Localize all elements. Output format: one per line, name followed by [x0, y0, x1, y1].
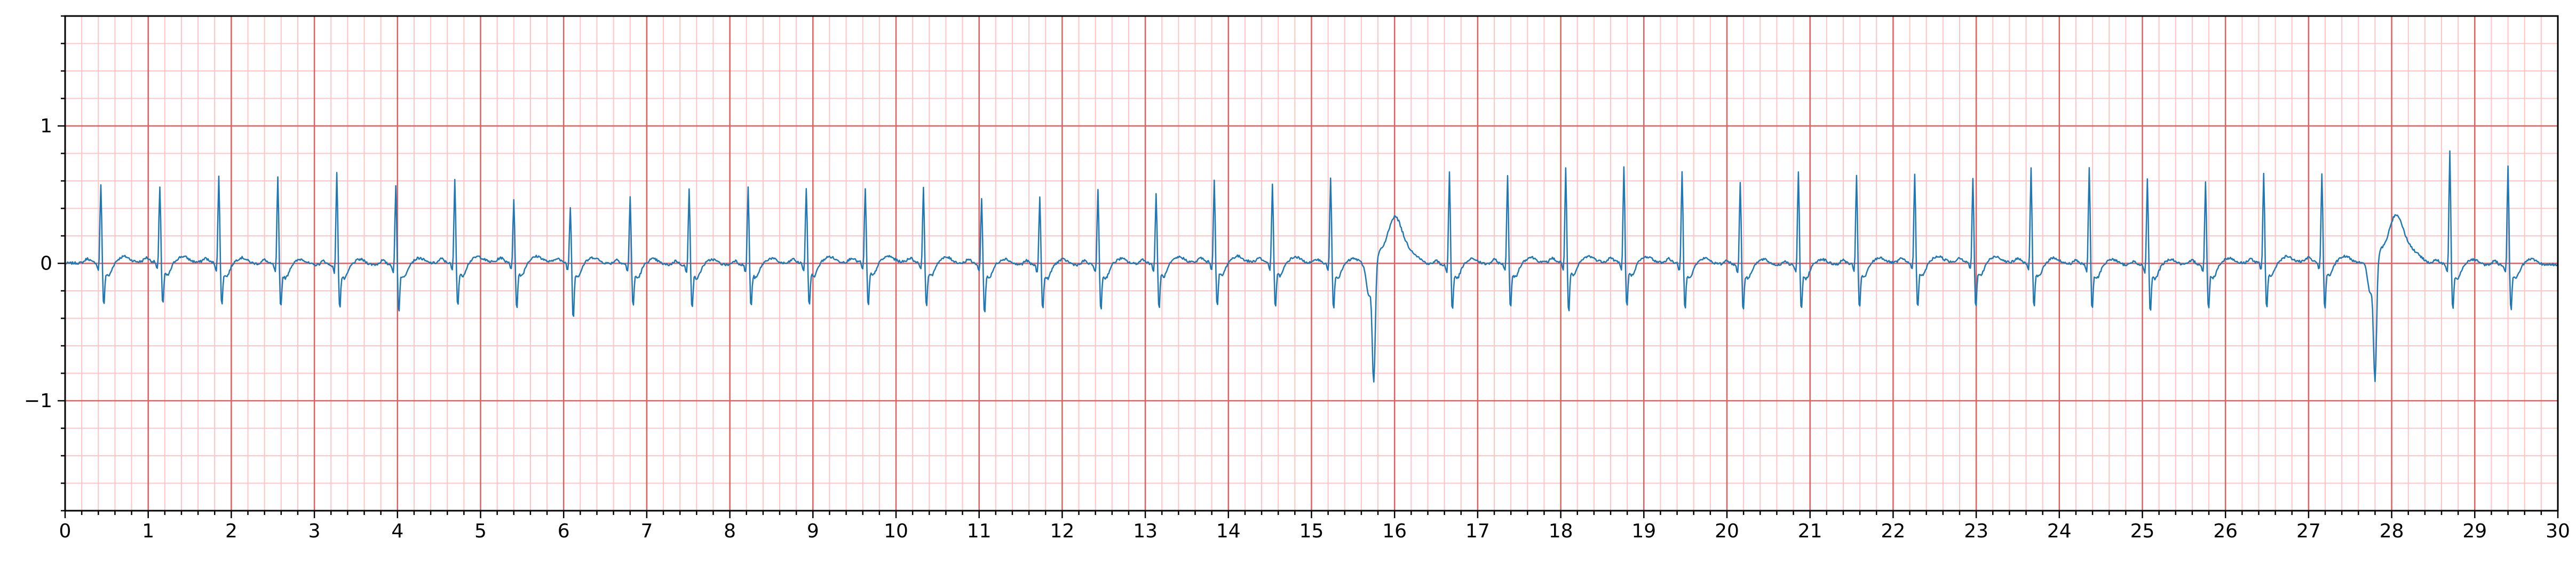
- x-tick-label: 25: [2130, 520, 2155, 542]
- x-tick-label: 4: [391, 520, 403, 542]
- tick-labels: 0 1 2 3 4 5 6 7 8 9 10 11 12 13 14 15 16 17 18 19 20 21 22 23 24…: [24, 115, 2570, 542]
- ticks-layer: [58, 15, 2559, 518]
- x-tick-label: 19: [1631, 520, 1656, 542]
- x-tick-label: 2: [225, 520, 237, 542]
- x-tick-label: 29: [2462, 520, 2487, 542]
- x-tick-label: 21: [1798, 520, 1822, 542]
- x-tick-label: 22: [1881, 520, 1905, 542]
- y-tick-label: −1: [24, 390, 52, 412]
- y-tick-label: 1: [40, 115, 52, 137]
- x-tick-label: 20: [1715, 520, 1739, 542]
- x-tick-label: 12: [1050, 520, 1074, 542]
- x-tick-label: 8: [724, 520, 736, 542]
- x-tick-label: 23: [1964, 520, 1988, 542]
- x-tick-label: 10: [884, 520, 908, 542]
- x-tick-label: 9: [807, 520, 819, 542]
- x-tick-label: 5: [474, 520, 487, 542]
- x-tick-label: 26: [2213, 520, 2238, 542]
- series-layer: [65, 150, 2559, 383]
- x-tick-label: 30: [2546, 520, 2570, 542]
- x-tick-label: 3: [308, 520, 321, 542]
- x-tick-label: 18: [1549, 520, 1573, 542]
- x-tick-label: 0: [59, 520, 72, 542]
- x-tick-label: 15: [1299, 520, 1324, 542]
- x-tick-label: 7: [640, 520, 653, 542]
- ecg-trace-line: [65, 150, 2559, 383]
- x-tick-label: 17: [1465, 520, 1490, 542]
- x-tick-label: 1: [142, 520, 154, 542]
- x-tick-label: 14: [1216, 520, 1241, 542]
- x-tick-label: 27: [2296, 520, 2321, 542]
- x-tick-label: 6: [558, 520, 570, 542]
- x-tick-label: 24: [2047, 520, 2072, 542]
- x-tick-label: 16: [1382, 520, 1407, 542]
- x-tick-label: 11: [967, 520, 992, 542]
- x-tick-label: 28: [2380, 520, 2404, 542]
- y-tick-label: 0: [40, 253, 52, 275]
- x-tick-label: 13: [1133, 520, 1158, 542]
